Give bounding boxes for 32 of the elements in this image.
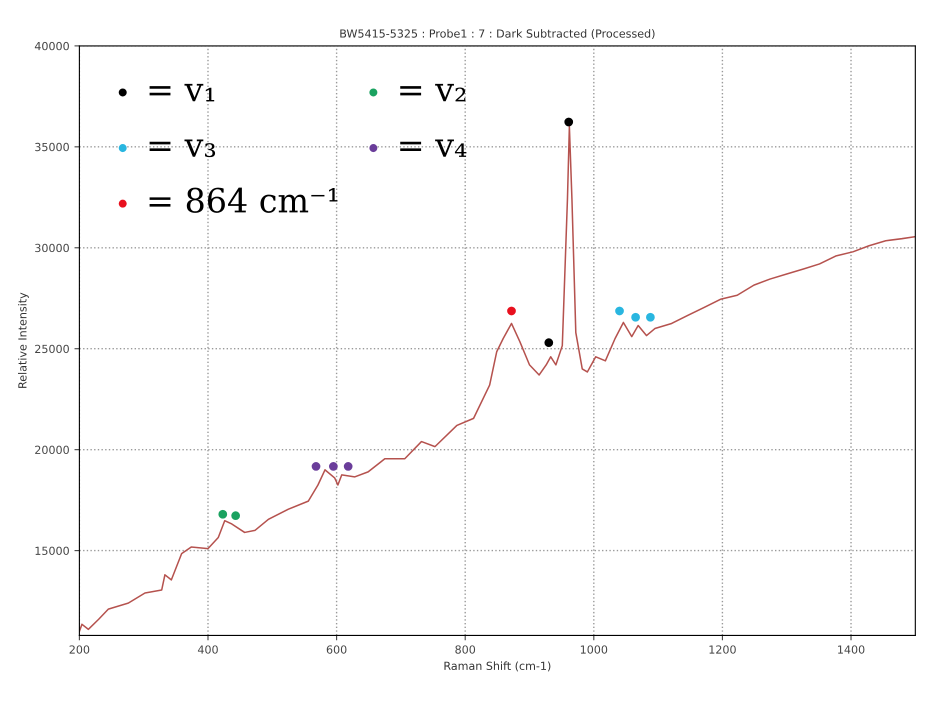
point <box>615 306 624 316</box>
y-tick-label: 15000 <box>36 546 69 555</box>
legend-label: = v₃ <box>150 140 216 158</box>
x-tick-label: 400 <box>198 645 218 654</box>
point <box>544 338 554 348</box>
legend-label: = v₂ <box>400 84 466 102</box>
x-axis-title: Raman Shift (cm-1) <box>444 661 550 672</box>
y-tick-label: 35000 <box>35 142 69 152</box>
point <box>631 312 640 322</box>
x-tick-label: 800 <box>455 645 476 654</box>
y-tick-label: 25000 <box>35 344 69 354</box>
x-tick-label: 1400 <box>838 645 864 654</box>
point <box>564 118 574 126</box>
y-tick-label: 40000 <box>34 42 69 50</box>
chart-title: BW5415-5325 : Probe1 : 7 : Dark Subtracted (Processed) <box>340 29 655 40</box>
x-tick-label: 200 <box>70 645 90 654</box>
x-tick-label: 1000 <box>580 645 608 654</box>
point <box>646 312 655 322</box>
y-tick-label: 30000 <box>35 244 69 252</box>
legend-label: = v₄ <box>400 140 466 157</box>
legend-label: = 864 cm⁻¹ <box>150 188 338 213</box>
legend-label: = v₁ <box>150 84 214 102</box>
point <box>507 306 516 316</box>
point <box>344 462 353 471</box>
point <box>329 462 338 471</box>
point <box>231 511 240 520</box>
point <box>312 462 320 471</box>
y-axis-title: Relative Intensity <box>18 292 29 388</box>
x-tick-label: 1200 <box>709 645 736 654</box>
point <box>218 510 228 519</box>
x-tick-label: 600 <box>326 645 346 654</box>
y-tick-label: 20000 <box>35 446 69 454</box>
